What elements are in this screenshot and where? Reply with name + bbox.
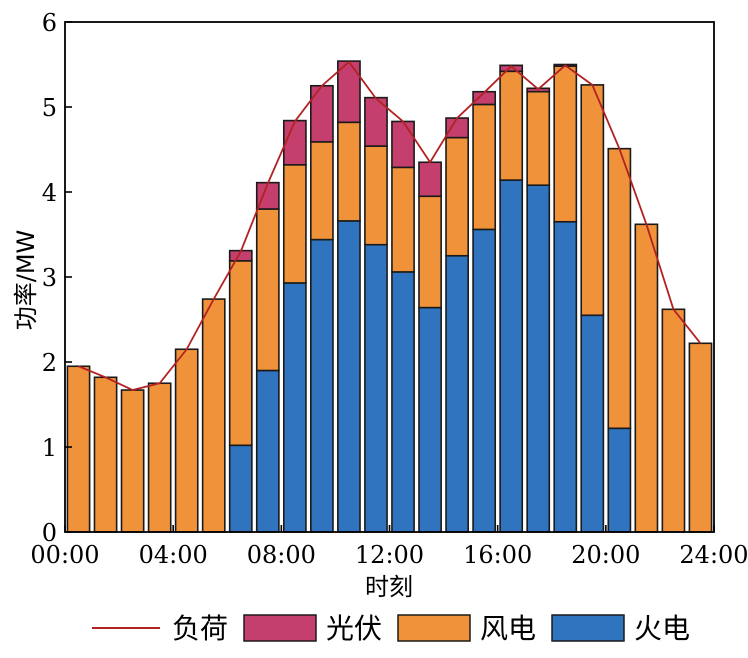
- legend: 负荷 光伏 风电 火电: [92, 612, 690, 645]
- bar-segment-风电-6: [201, 298, 226, 533]
- y-tick-label: 1: [42, 434, 57, 462]
- bar-segment-风电-17: [499, 70, 524, 181]
- bar-segment-光伏-14: [418, 161, 442, 198]
- legend-label: 火电: [634, 612, 690, 645]
- y-tick-label: 4: [42, 179, 57, 207]
- bars-layer: [66, 60, 713, 533]
- bar-segment-火电-13: [391, 271, 415, 533]
- bar-segment-风电-23: [661, 308, 686, 533]
- bar-segment-火电-19: [553, 220, 578, 533]
- legend-swatch: [243, 614, 317, 642]
- bar-segment-火电-8: [255, 369, 280, 533]
- bar-segment-火电-18: [526, 184, 551, 533]
- x-tick-label: 00:00: [30, 541, 99, 569]
- bar-segment-风电-24: [688, 342, 713, 533]
- bar-segment-光伏-15: [445, 117, 469, 139]
- bar-segment-光伏-9: [282, 119, 307, 166]
- bar-segment-风电-21: [607, 147, 632, 430]
- bar-segment-火电-14: [418, 306, 442, 533]
- bar-segment-光伏-13: [391, 120, 415, 169]
- bar-segment-风电-10: [310, 141, 334, 241]
- bar-segment-火电-9: [282, 282, 307, 533]
- x-axis-title: 时刻: [365, 573, 413, 601]
- bar-segment-风电-13: [391, 166, 415, 273]
- bar-segment-风电-3: [120, 389, 145, 533]
- bar-segment-风电-18: [526, 90, 551, 186]
- y-tick-label: 3: [42, 264, 57, 292]
- bar-segment-火电-15: [445, 254, 469, 533]
- bar-segment-火电-21: [607, 427, 632, 533]
- load-line-layer: [78, 61, 702, 391]
- bar-segment-火电-10: [310, 238, 334, 533]
- bar-segment-风电-2: [93, 376, 118, 533]
- bar-segment-火电-20: [580, 314, 605, 533]
- y-tick-label: 5: [42, 94, 57, 122]
- bar-segment-风电-19: [553, 65, 578, 223]
- bar-segment-风电-20: [580, 84, 605, 317]
- bar-segment-风电-22: [634, 223, 659, 533]
- x-tick-label: 16:00: [463, 541, 532, 569]
- legend-label: 负荷: [172, 612, 228, 645]
- bar-segment-风电-7: [228, 260, 253, 447]
- x-tick-label: 04:00: [139, 541, 208, 569]
- legend-label: 光伏: [326, 612, 382, 645]
- bar-segment-风电-4: [147, 382, 172, 533]
- y-tick-label: 6: [42, 9, 57, 37]
- x-tick-label: 24:00: [679, 541, 748, 569]
- legend-swatch: [551, 614, 625, 642]
- bar-segment-风电-16: [472, 103, 497, 231]
- y-tick-label: 0: [42, 519, 57, 547]
- bar-segment-风电-12: [364, 145, 388, 246]
- bar-segment-风电-14: [418, 195, 442, 309]
- bar-segment-风电-11: [337, 121, 361, 222]
- bar-segment-火电-11: [337, 220, 361, 533]
- bar-segment-风电-8: [255, 208, 280, 372]
- bar-segment-火电-17: [499, 179, 524, 533]
- bar-segment-风电-9: [282, 164, 307, 284]
- x-tick-label: 08:00: [247, 541, 316, 569]
- bar-segment-火电-7: [228, 444, 253, 533]
- legend-swatch: [397, 614, 471, 642]
- bar-segment-火电-12: [364, 243, 388, 533]
- bar-segment-光伏-11: [337, 60, 361, 124]
- legend-label: 风电: [480, 612, 536, 645]
- axes-layer: 0 1 2 3 4 5 6 00:00 04:00 08:00 12:00 16:00 20:00 24:…: [30, 9, 748, 569]
- bar-segment-风电-5: [174, 348, 199, 533]
- x-tick-label: 12:00: [355, 541, 424, 569]
- x-tick-label: 20:00: [571, 541, 640, 569]
- load-line: [78, 61, 702, 391]
- y-axis-title: 功率/MW: [12, 230, 40, 331]
- bar-segment-风电-1: [66, 365, 91, 533]
- bar-segment-风电-15: [445, 136, 469, 257]
- bar-segment-火电-16: [472, 228, 497, 533]
- bar-segment-光伏-10: [310, 84, 334, 143]
- y-tick-label: 2: [42, 349, 57, 377]
